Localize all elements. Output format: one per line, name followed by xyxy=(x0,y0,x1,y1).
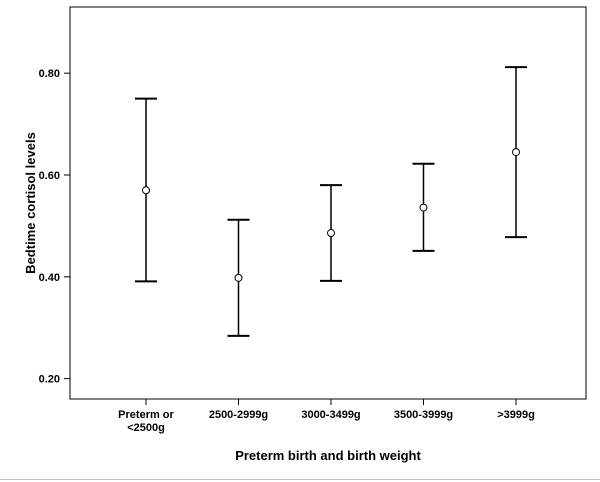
x-axis-title: Preterm birth and birth weight xyxy=(235,448,421,463)
error-bar xyxy=(320,184,342,282)
error-bar xyxy=(412,162,435,252)
x-tick-label-line: <2500g xyxy=(127,422,165,434)
x-tick-label: 3000-3499g xyxy=(301,409,360,421)
error-bar xyxy=(135,97,157,283)
x-tick-label: Preterm or <2500g xyxy=(118,409,174,434)
x-tick-label-line: Preterm or xyxy=(118,409,174,421)
mean-point xyxy=(234,273,243,282)
x-tick-label: 2500-2999g xyxy=(209,409,268,421)
error-bar xyxy=(505,66,527,239)
x-tick-label-line: 2500-2999g xyxy=(209,409,268,421)
mean-point xyxy=(512,148,520,157)
y-tick-label: 0.80 xyxy=(39,68,60,80)
mean-point xyxy=(142,186,150,195)
plot-frame xyxy=(69,6,587,400)
mean-point xyxy=(419,203,428,212)
y-tick-label: 0.20 xyxy=(39,374,60,386)
error-bars xyxy=(135,66,527,337)
y-axis: 0.20 0.40 0.60 0.80 xyxy=(39,68,70,386)
x-axis: Preterm or <2500g 2500-2999g 3000-3499g 3500… xyxy=(118,399,535,434)
y-tick-label: 0.60 xyxy=(39,170,60,182)
x-tick-label-line: 3500-3999g xyxy=(394,409,453,421)
x-tick-label-line: 3000-3499g xyxy=(301,409,360,421)
x-tick-label-line: >3999g xyxy=(497,409,535,421)
bottom-rule xyxy=(0,479,600,480)
y-axis-title: Bedtime cortisol levels xyxy=(23,132,38,274)
x-tick-label: 3500-3999g xyxy=(394,409,453,421)
y-tick-label: 0.40 xyxy=(39,272,60,284)
error-bar xyxy=(227,218,250,337)
mean-point xyxy=(327,229,335,238)
x-tick-label: >3999g xyxy=(497,409,535,421)
